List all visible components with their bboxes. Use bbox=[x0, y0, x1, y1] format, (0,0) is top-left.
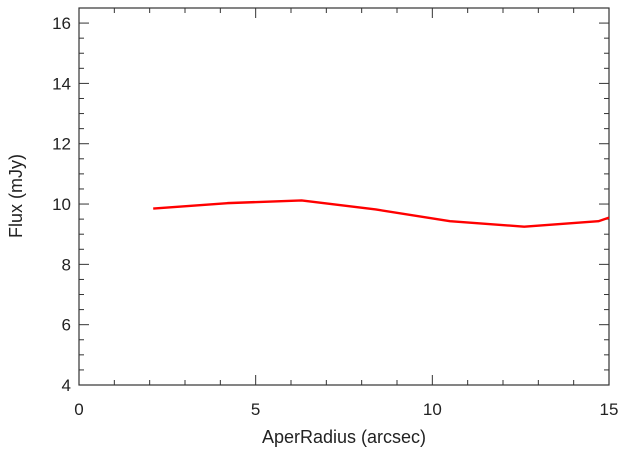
y-tick-label: 8 bbox=[62, 255, 71, 274]
plot-frame bbox=[78, 7, 610, 386]
series-line-0 bbox=[153, 199, 610, 228]
y-tick-label: 6 bbox=[62, 316, 71, 335]
y-tick-label: 14 bbox=[52, 74, 71, 93]
y-tick-label: 16 bbox=[52, 14, 71, 33]
y-tick-label: 10 bbox=[52, 195, 71, 214]
series-layer bbox=[153, 199, 610, 228]
y-tick-label: 4 bbox=[62, 376, 71, 395]
x-tick-label: 15 bbox=[600, 400, 619, 419]
x-tick-label: 0 bbox=[74, 400, 83, 419]
axis-ticks bbox=[78, 7, 610, 386]
x-tick-label: 10 bbox=[423, 400, 442, 419]
y-axis-title: Flux (mJy) bbox=[6, 154, 26, 238]
x-tick-label: 5 bbox=[251, 400, 260, 419]
y-tick-label: 12 bbox=[52, 135, 71, 154]
x-axis-title: AperRadius (arcsec) bbox=[262, 427, 426, 447]
tick-labels: 0 5 10 15 4 6 8 10 12 14 16 bbox=[52, 14, 618, 419]
